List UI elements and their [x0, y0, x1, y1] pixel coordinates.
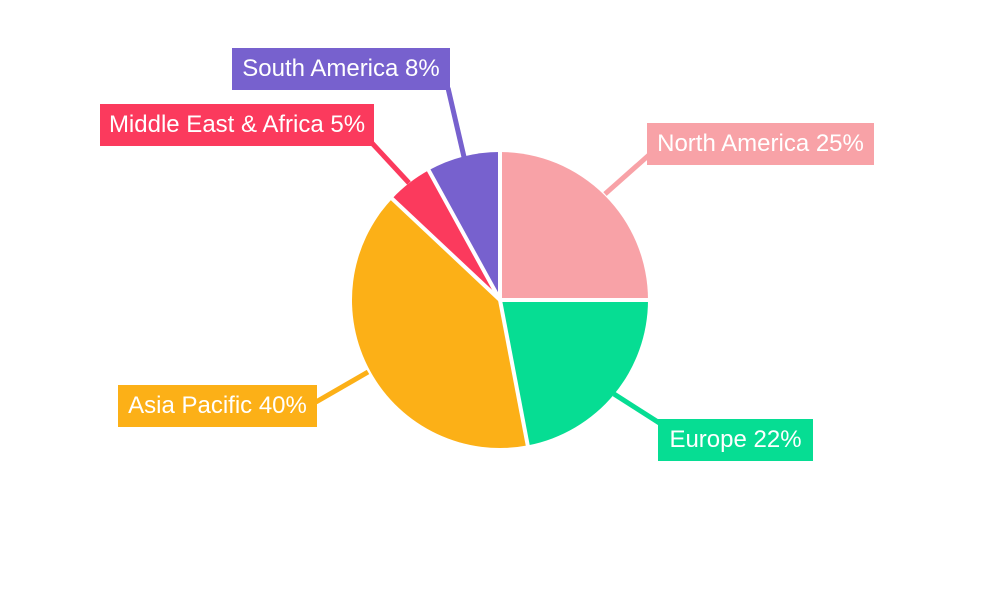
pie-label-middle-east-africa: Middle East & Africa 5%: [100, 104, 374, 146]
pie-label-north-america: North America 25%: [647, 123, 874, 165]
leader-line-north-america: [603, 153, 651, 196]
pie-label-europe: Europe 22%: [658, 419, 813, 461]
slice-separator: [425, 167, 502, 301]
pie-slice-middle-east-africa[interactable]: [392, 170, 500, 300]
pie-slice-south-america[interactable]: [428, 152, 500, 300]
leader-line-europe: [612, 391, 663, 427]
leader-line-middle-east-africa: [369, 140, 411, 185]
pie-label-asia-pacific: Asia Pacific 40%: [118, 385, 317, 427]
slice-separator: [389, 195, 502, 302]
pie-slice-europe[interactable]: [500, 300, 648, 446]
pie-slice-north-america[interactable]: [500, 152, 648, 300]
leader-line-south-america: [445, 87, 467, 158]
pie-slice-asia-pacific[interactable]: [351, 198, 528, 449]
leader-line-asia-pacific: [314, 369, 370, 405]
pie-label-south-america: South America 8%: [232, 48, 450, 90]
slice-separator: [498, 299, 531, 448]
